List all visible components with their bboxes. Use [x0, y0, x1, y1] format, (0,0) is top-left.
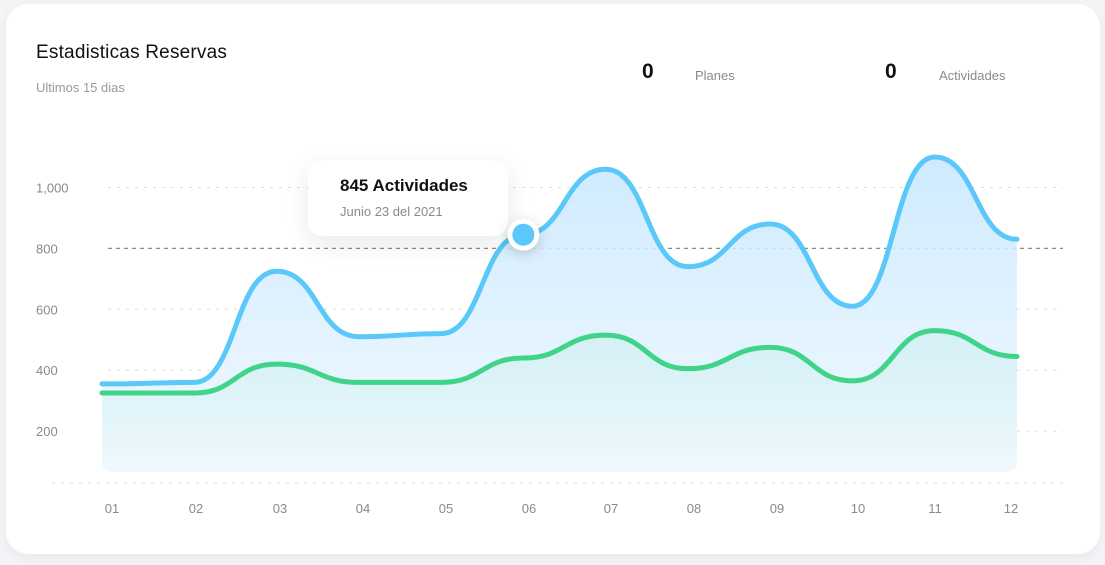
chart-tooltip: 845 Actividades Junio 23 del 2021 [308, 160, 508, 236]
tooltip-date: Junio 23 del 2021 [340, 204, 443, 219]
x-tick-label: 07 [604, 501, 618, 516]
y-tick-label: 800 [36, 241, 58, 256]
x-tick-label: 12 [1004, 501, 1018, 516]
x-tick-label: 02 [189, 501, 203, 516]
x-tick-label: 01 [105, 501, 119, 516]
y-tick-label: 400 [36, 363, 58, 378]
x-tick-label: 03 [273, 501, 287, 516]
tooltip-title: 845 Actividades [340, 176, 468, 196]
y-tick-label: 1,000 [36, 181, 69, 196]
x-tick-label: 10 [851, 501, 865, 516]
y-tick-label: 600 [36, 302, 58, 317]
x-tick-label: 11 [928, 501, 942, 516]
x-tick-label: 05 [439, 501, 453, 516]
y-tick-label: 200 [36, 424, 58, 439]
x-tick-label: 09 [770, 501, 784, 516]
x-tick-label: 04 [356, 501, 370, 516]
x-tick-label: 08 [687, 501, 701, 516]
x-tick-label: 06 [522, 501, 536, 516]
